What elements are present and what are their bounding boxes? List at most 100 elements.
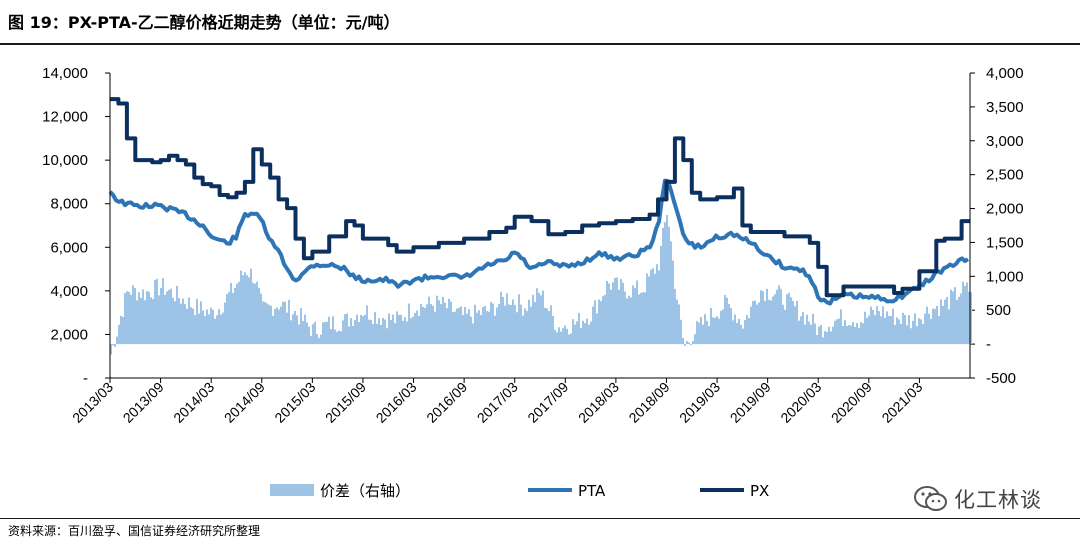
spread-bar [582, 320, 584, 345]
bottom-divider [0, 518, 1080, 519]
spread-bar [538, 292, 540, 345]
spread-bar [300, 308, 302, 345]
spread-bar [782, 304, 784, 345]
spread-bar [542, 290, 544, 345]
spread-bar [954, 287, 956, 345]
spread-bar [112, 344, 114, 346]
spread-bar [656, 264, 658, 345]
spread-bar [660, 245, 662, 345]
spread-bar [550, 305, 552, 345]
spread-bar [244, 272, 246, 345]
spread-bar [730, 308, 732, 345]
spread-bar [666, 214, 668, 345]
spread-bar [694, 334, 696, 345]
spread-bar [722, 309, 724, 345]
spread-bar [114, 344, 116, 347]
spread-bar [858, 328, 860, 345]
spread-bar [174, 301, 176, 345]
spread-bar [622, 282, 624, 345]
x-tick-label: 2017/03 [474, 379, 521, 426]
spread-bar [620, 279, 622, 345]
spread-bar [444, 302, 446, 345]
spread-bar [118, 324, 120, 345]
spread-bar [634, 288, 636, 345]
legend-swatch-pta [528, 488, 572, 492]
spread-bar [440, 304, 442, 345]
x-tick-label: 2015/03 [271, 379, 318, 426]
spread-bar [374, 312, 376, 345]
spread-bar [200, 301, 202, 345]
watermark: 化工林谈 [914, 484, 1042, 514]
spread-bar [394, 323, 396, 345]
spread-bar [962, 281, 964, 345]
spread-bar [594, 300, 596, 345]
left-tick-label: - [83, 370, 88, 387]
left-tick-label: 4,000 [50, 283, 88, 300]
spread-bar [282, 301, 284, 345]
spread-bar [264, 301, 266, 345]
spread-bar [882, 306, 884, 345]
spread-bar [888, 315, 890, 345]
spread-bar [224, 302, 226, 345]
spread-bar [886, 311, 888, 345]
right-tick-label: 500 [986, 302, 1011, 319]
spread-bar [684, 344, 686, 346]
right-tick-label: 3,500 [986, 99, 1024, 116]
spread-bar [464, 306, 466, 345]
x-tick-label: 2014/03 [170, 379, 217, 426]
spread-bar [772, 296, 774, 345]
spread-bar [600, 301, 602, 345]
spread-bar [514, 305, 516, 345]
spread-bar [334, 329, 336, 345]
spread-bar [826, 331, 828, 345]
spread-bar [592, 306, 594, 345]
spread-bar [824, 331, 826, 345]
spread-bar [518, 294, 520, 345]
watermark-text: 化工林谈 [954, 488, 1042, 512]
spread-bar [762, 291, 764, 345]
spread-bar [462, 314, 464, 345]
spread-bar [752, 301, 754, 345]
spread-bar [248, 277, 250, 345]
spread-bar [676, 299, 678, 345]
spread-bar [898, 319, 900, 345]
spread-bar [848, 325, 850, 345]
spread-bar [352, 325, 354, 345]
spread-bar [942, 305, 944, 345]
spread-bar [870, 306, 872, 345]
spread-bar [348, 326, 350, 345]
spread-bar [864, 311, 866, 345]
spread-bar [540, 295, 542, 345]
spread-bar [120, 315, 122, 345]
spread-bar [418, 315, 420, 345]
spread-bar [874, 315, 876, 345]
spread-bar [326, 321, 328, 345]
spread-bar [500, 291, 502, 345]
spread-bar [400, 314, 402, 345]
spread-bar [744, 320, 746, 345]
spread-bar [674, 288, 676, 345]
spread-bar [626, 298, 628, 345]
spread-bar [868, 315, 870, 345]
spread-bar [636, 280, 638, 345]
spread-bar [342, 320, 344, 345]
left-tick-label: 14,000 [42, 65, 88, 82]
spread-bar [830, 331, 832, 345]
spread-bar [650, 269, 652, 345]
right-tick-label: 2,500 [986, 167, 1024, 184]
spread-bar [688, 342, 690, 345]
spread-bar [922, 323, 924, 345]
spread-bar [442, 296, 444, 345]
right-tick-label: 3,000 [986, 133, 1024, 150]
spread-bar [624, 291, 626, 345]
spread-bar [770, 300, 772, 345]
spread-bar [346, 313, 348, 345]
spread-bar [950, 289, 952, 345]
spread-bar [632, 285, 634, 345]
spread-bar [406, 321, 408, 345]
spread-bar [260, 293, 262, 345]
spread-bar [336, 331, 338, 345]
spread-bar [210, 307, 212, 345]
spread-bar [964, 286, 966, 345]
spread-bar [612, 282, 614, 345]
